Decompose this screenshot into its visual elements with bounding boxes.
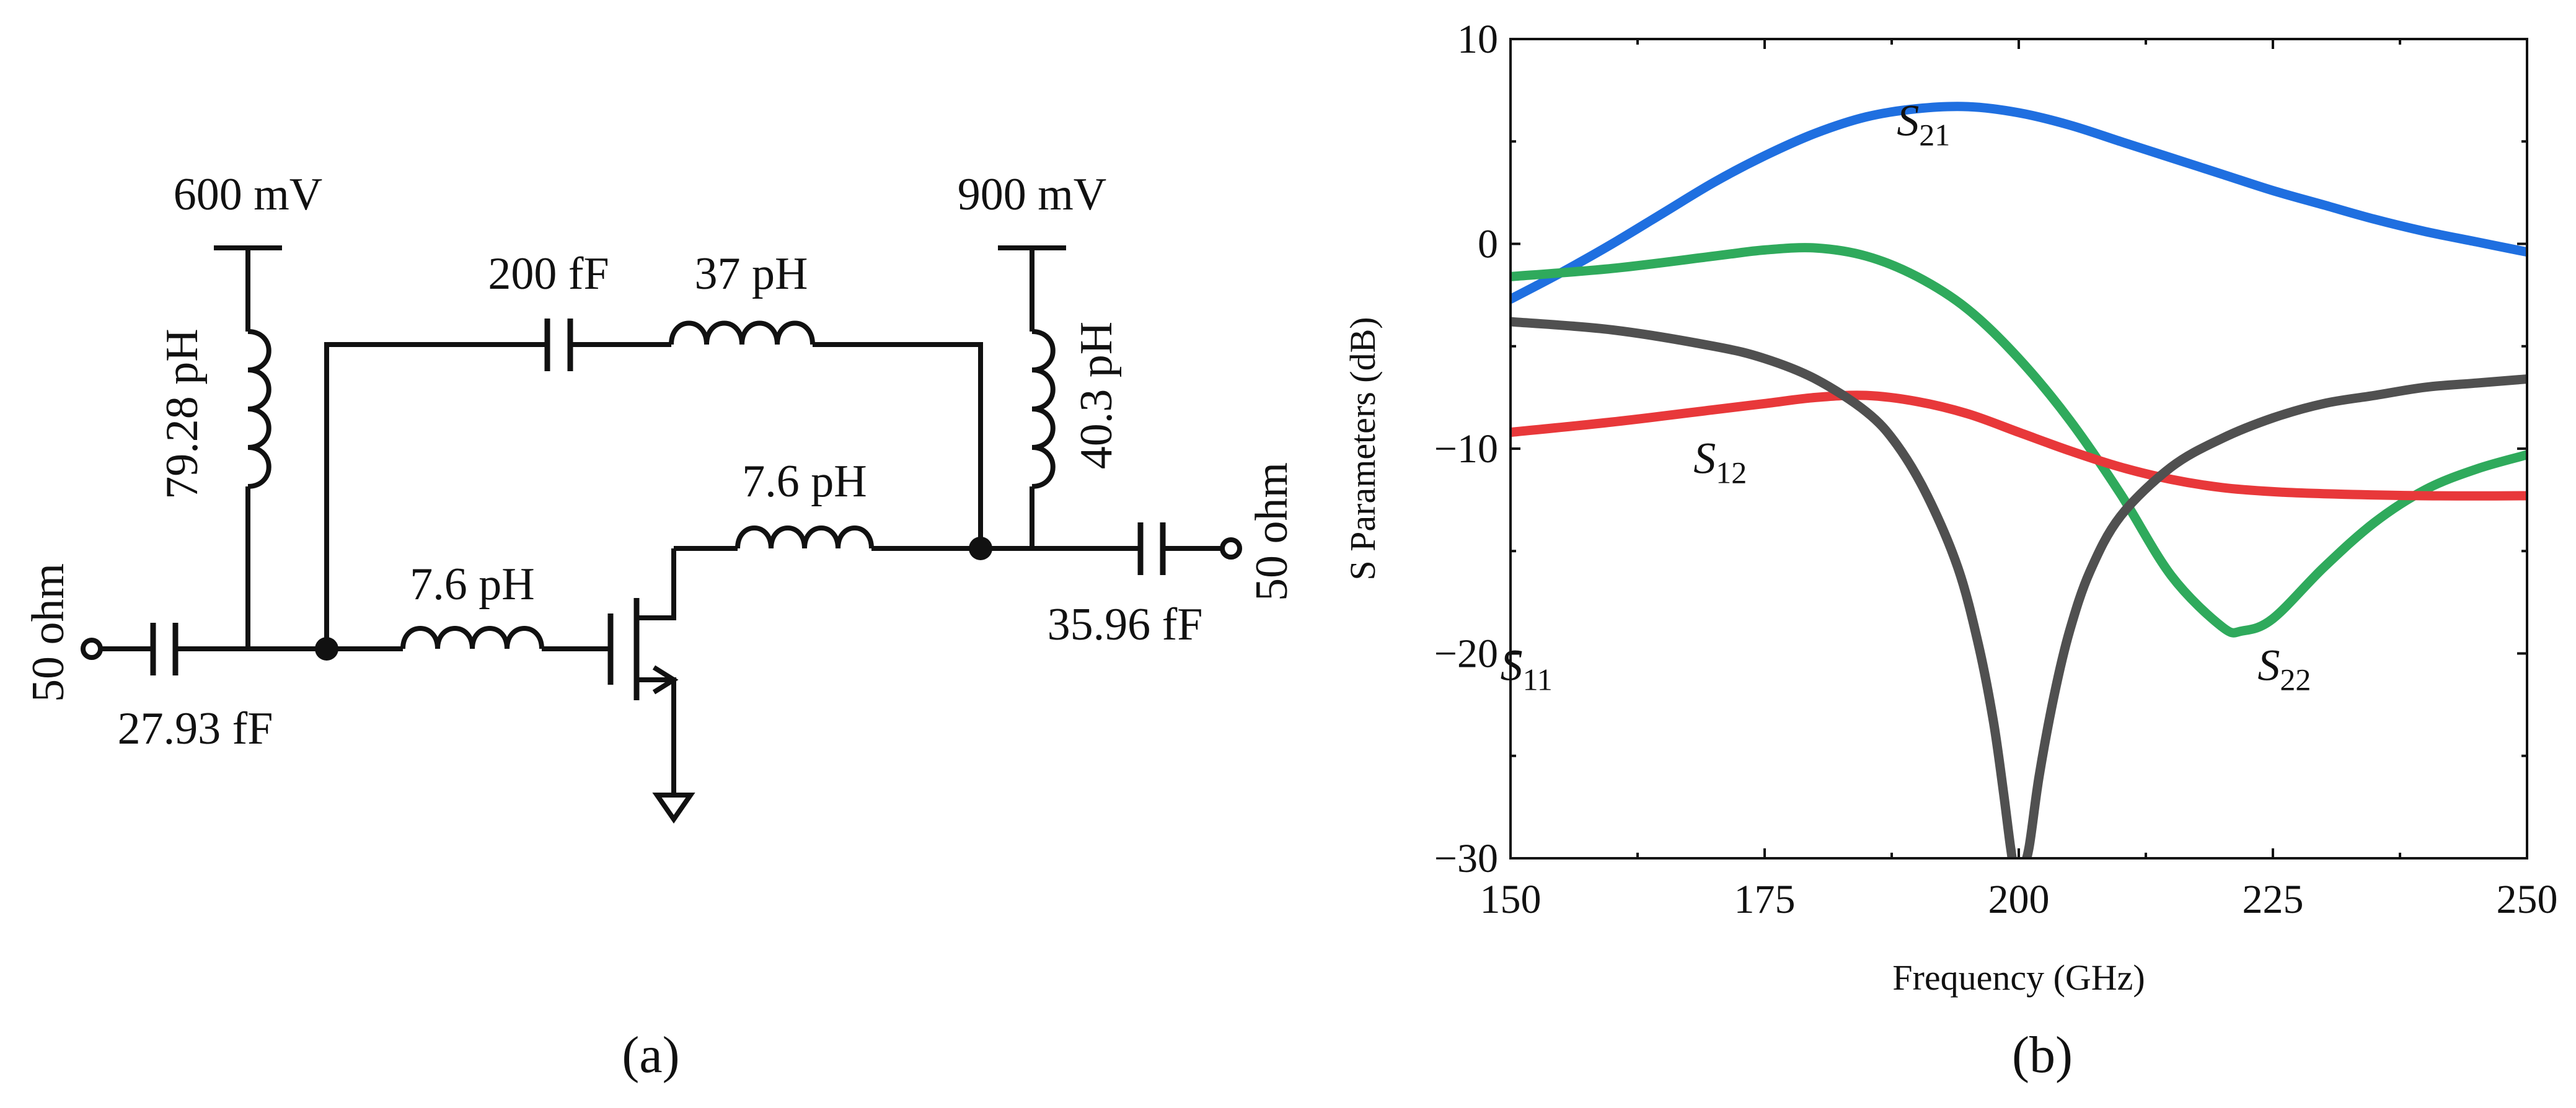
y-tick-label: 0 <box>1478 222 1498 267</box>
drain-series-inductor-label: 7.6 pH <box>742 456 867 507</box>
series-label-s11: S11 <box>1501 640 1553 697</box>
gate-bias-inductor-label: 79.28 pH <box>157 328 208 499</box>
gate-series-inductor-label: 7.6 pH <box>410 559 534 610</box>
feedback-capacitor-label: 200 fF <box>488 248 609 299</box>
drain-series-inductor <box>735 525 874 549</box>
x-tick-label: 225 <box>2243 877 2304 922</box>
series-layer <box>1511 102 2527 858</box>
gate-series-inductor <box>400 626 544 649</box>
y-tick-label: −20 <box>1434 631 1498 677</box>
series-label-s22: S22 <box>2257 640 2311 697</box>
transistor <box>607 548 679 744</box>
circuit-schematic: 600 mV 900 mV 79.28 pH 40.3 pH 200 fF 37… <box>23 169 1297 824</box>
output-port-label: 50 ohm <box>1246 462 1297 601</box>
plot-frame <box>1509 38 2528 860</box>
panel-a-caption: (a) <box>622 1026 679 1084</box>
y-tick-label: −30 <box>1434 836 1498 881</box>
s-parameter-chart: 150 175 200 225 250 −30 −20 −10 0 10 S21 S12 S11 S22… <box>1343 17 2558 998</box>
output-port-terminal <box>1220 537 1242 560</box>
series-label-s21: S21 <box>1897 95 1950 152</box>
series-label-s12: S12 <box>1693 434 1747 490</box>
series-labels: S21 S12 S11 S22 <box>1501 95 2311 697</box>
series-line-s21 <box>1511 102 2527 304</box>
y-axis-label: S Parameters (dB) <box>1343 317 1383 580</box>
x-tick-label: 175 <box>1734 877 1796 922</box>
feedback-inductor <box>669 320 815 345</box>
input-port-terminal <box>81 638 103 660</box>
gate-bias-inductor <box>247 329 271 489</box>
panel-b-caption: (b) <box>2012 1026 2073 1084</box>
output-capacitor-label: 35.96 fF <box>1048 599 1203 650</box>
x-tick-label: 200 <box>1988 877 2050 922</box>
drain-bias-voltage-label: 900 mV <box>958 169 1107 220</box>
input-capacitor-label: 27.93 fF <box>118 703 273 754</box>
drain-bias-inductor <box>1031 329 1056 489</box>
input-capacitor <box>150 623 179 675</box>
x-axis-label: Frequency (GHz) <box>1892 957 2145 998</box>
input-port-label: 50 ohm <box>23 563 74 702</box>
series-line-s22 <box>1511 243 2527 638</box>
gate-bias-voltage-label: 600 mV <box>174 169 323 220</box>
output-node-dot <box>969 537 992 560</box>
drain-bias-inductor-label: 40.3 pH <box>1071 322 1122 469</box>
feedback-inductor-label: 37 pH <box>695 248 808 299</box>
ticks-layer: 150 175 200 225 250 −30 −20 −10 0 10 <box>1434 17 2558 922</box>
x-tick-label: 250 <box>2497 877 2558 922</box>
y-tick-label: 10 <box>1457 17 1498 62</box>
output-capacitor <box>1137 522 1166 575</box>
feedback-wire-left <box>324 342 547 649</box>
series-line-s11 <box>1511 317 2527 858</box>
y-tick-label: −10 <box>1434 426 1498 472</box>
feedback-capacitor <box>544 319 573 371</box>
x-tick-label: 150 <box>1480 877 1542 922</box>
ground-symbol <box>652 793 695 824</box>
series-line-s12 <box>1511 390 2527 501</box>
feedback-wire-right <box>813 342 983 548</box>
